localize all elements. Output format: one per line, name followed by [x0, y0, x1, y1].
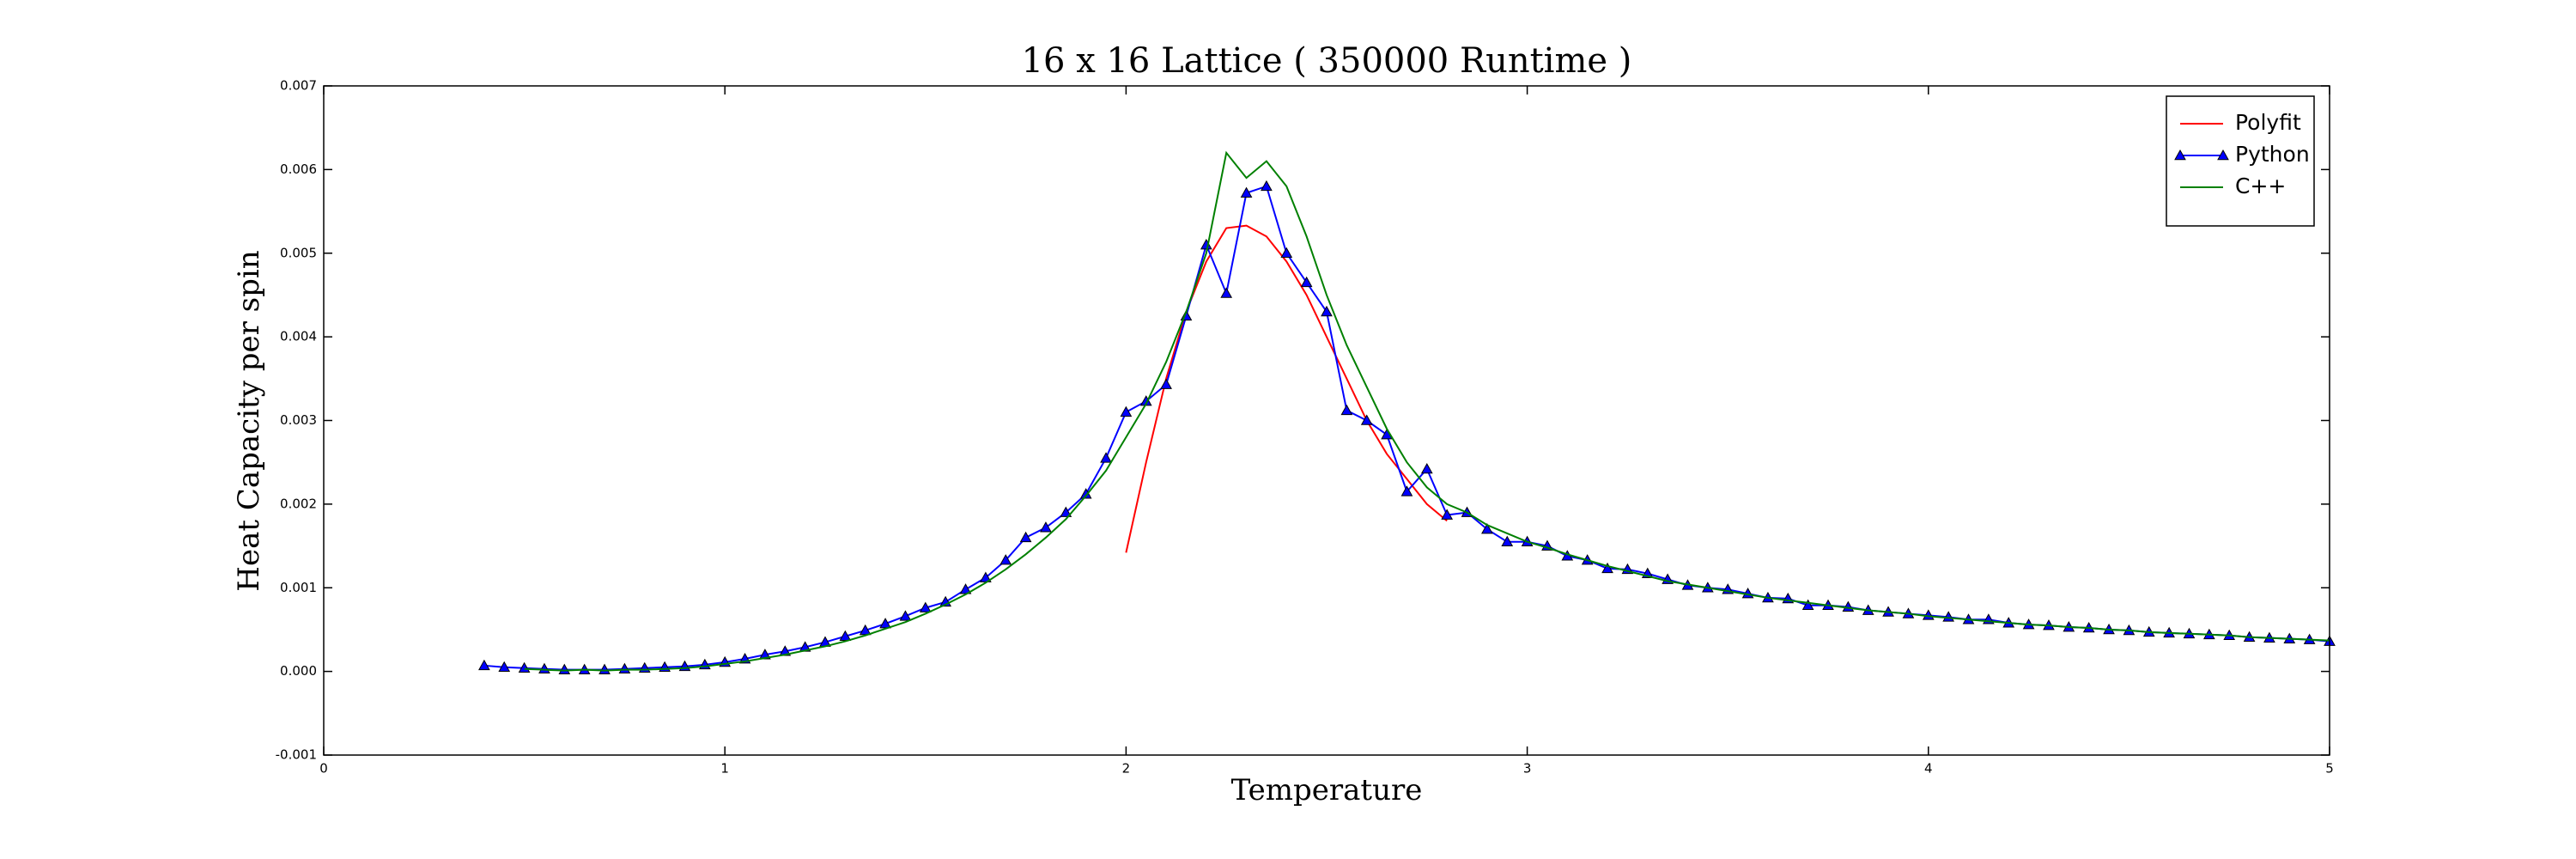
data-point	[919, 601, 932, 612]
x-tick-label: 1	[720, 761, 729, 777]
data-point	[598, 663, 611, 674]
data-point	[498, 661, 511, 673]
data-point	[1060, 506, 1072, 517]
data-point	[1200, 238, 1212, 250]
legend-marker	[2217, 149, 2229, 161]
data-point	[1360, 414, 1373, 425]
data-point	[999, 554, 1012, 565]
legend-label: Python	[2235, 142, 2310, 167]
data-point	[1280, 247, 1293, 259]
y-tick-label: 0.002	[280, 496, 317, 511]
data-point	[1420, 462, 1433, 474]
data-point	[1240, 186, 1253, 198]
data-point	[1481, 523, 1493, 534]
y-tick-label: 0.006	[280, 161, 317, 177]
x-tick-label: 3	[1523, 761, 1532, 777]
data-point	[478, 659, 490, 671]
data-point	[1501, 535, 1514, 546]
data-point	[1340, 404, 1353, 416]
x-tick-label: 2	[1122, 761, 1131, 777]
legend-label: Polyfit	[2235, 110, 2301, 135]
series-line	[1125, 224, 1448, 553]
y-tick-label: 0.001	[280, 580, 317, 595]
data-point	[558, 663, 571, 674]
y-tick-label: 0.004	[280, 329, 317, 344]
series-line	[483, 185, 2330, 671]
y-tick-label: 0.003	[280, 412, 317, 428]
legend-label: C++	[2235, 174, 2286, 198]
data-point	[1321, 305, 1333, 317]
series-line	[524, 150, 2330, 672]
data-point	[1100, 452, 1112, 463]
y-tick-label: 0.000	[280, 663, 317, 679]
x-axis-label: Temperature	[1231, 773, 1423, 807]
x-tick-label: 0	[319, 761, 328, 777]
data-point	[1601, 562, 1613, 574]
data-point	[1220, 287, 1233, 298]
data-point	[1801, 599, 1814, 610]
data-point	[1261, 180, 1273, 192]
x-tick-label: 5	[2325, 761, 2334, 777]
chart-title: 16 x 16 Lattice ( 350000 Runtime )	[1022, 41, 1632, 81]
y-tick-label: 0.007	[280, 78, 317, 94]
data-point	[1400, 485, 1413, 497]
data-point	[1040, 521, 1052, 533]
data-point	[1019, 531, 1032, 543]
y-tick-label: 0.005	[280, 245, 317, 260]
data-point	[899, 610, 912, 621]
data-point	[839, 630, 852, 642]
data-point	[518, 661, 531, 673]
data-point	[1441, 509, 1454, 520]
data-point	[1120, 405, 1133, 417]
y-tick-label: -0.001	[276, 747, 317, 763]
data-point	[1160, 378, 1172, 389]
legend-marker	[2174, 149, 2186, 161]
data-point	[1300, 276, 1313, 288]
legend-box	[2166, 95, 2315, 227]
y-axis-label: Heat Capacity per spin	[232, 250, 266, 591]
x-tick-label: 4	[1924, 761, 1933, 777]
plot-frame	[323, 85, 2330, 756]
